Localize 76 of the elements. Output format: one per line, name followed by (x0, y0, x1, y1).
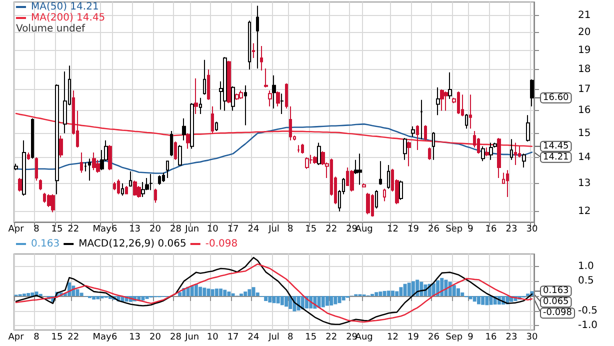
x-tick-label: 22 (326, 224, 338, 234)
x-tick-label: 23 (506, 224, 518, 234)
y-tick-label: 18 (578, 64, 591, 75)
x-tick-label: 13 (129, 224, 141, 234)
annotation: -0.098 (543, 308, 572, 318)
x-tick-label: 20 (150, 332, 162, 342)
x-tick-label: 6 (111, 332, 118, 342)
x-tick-label: 6 (111, 224, 118, 234)
x-tick-label: 28 (170, 224, 182, 234)
x-tick-label: 28 (170, 332, 182, 342)
x-tick-label: Sep (446, 332, 463, 342)
x-tick-label: 15 (51, 332, 63, 342)
x-tick-label: Jul (268, 224, 280, 234)
x-tick-label: 8 (288, 224, 294, 234)
x-tick-label: 26 (428, 224, 440, 234)
x-tick-label: 16 (485, 224, 498, 234)
x-tick-label: 20 (150, 224, 162, 234)
x-tick-label: 13 (129, 332, 141, 342)
y-tick-label: 1.0 (578, 260, 594, 272)
x-tick-label: 24 (248, 332, 260, 342)
y-tick-label: -1.0 (578, 320, 598, 332)
x-tick-label: 19 (407, 224, 420, 234)
legend-label: 0.163 (31, 238, 60, 250)
y-tick-label: 21 (578, 10, 591, 22)
annotation: 14.45 (543, 141, 569, 152)
legend-label: -0.098 (205, 238, 238, 250)
x-tick-label: 15 (305, 224, 317, 234)
x-tick-label: 8 (34, 332, 40, 342)
y-tick-label: -0.5 (578, 305, 598, 316)
x-tick-label: Jun (184, 224, 200, 234)
y-tick-label: 13 (578, 178, 591, 189)
x-tick-label: Jun (184, 332, 200, 342)
x-tick-label: 16 (485, 332, 498, 342)
y-tick-label: 16 (578, 105, 591, 116)
annotation: 0.065 (543, 297, 569, 308)
x-tick-label: 17 (227, 224, 239, 234)
y-tick-label: 19 (578, 45, 591, 56)
x-tick-label: Apr (8, 332, 24, 342)
legend-label: MACD(12,26,9) 0.065 (78, 238, 186, 250)
x-tick-label: 22 (68, 224, 80, 234)
x-tick-label: 9 (468, 332, 474, 342)
x-tick-label: 10 (206, 224, 219, 234)
x-tick-label: 12 (387, 332, 398, 342)
y-tick-label: 20 (578, 27, 591, 38)
annotation: Volume undef (16, 24, 86, 34)
y-tick-label: 12 (578, 206, 591, 217)
y-tick-label: 0.5 (578, 276, 594, 287)
x-tick-label: 19 (407, 332, 420, 342)
x-tick-label: 15 (51, 224, 63, 234)
annotation: 0.163 (543, 286, 569, 296)
x-tick-label: 23 (506, 332, 518, 342)
x-tick-label: 8 (288, 332, 294, 342)
y-tick-label: 17 (578, 84, 591, 95)
y-tick-label: 14 (578, 152, 591, 163)
annotation: 14.21 (543, 152, 569, 162)
y-tick-label: 15 (578, 128, 591, 139)
x-tick-label: 15 (305, 332, 317, 342)
x-tick-label: 30 (526, 224, 538, 234)
x-tick-label: May (92, 224, 112, 234)
x-tick-label: 26 (428, 332, 440, 342)
annotation: 16.60 (543, 92, 570, 103)
x-tick-label: 10 (206, 332, 219, 342)
x-tick-label: 30 (526, 332, 538, 342)
x-tick-label: 17 (227, 332, 239, 342)
x-tick-label: 22 (68, 332, 80, 342)
x-tick-label: May (92, 332, 112, 342)
x-tick-label: 22 (326, 332, 338, 342)
x-tick-label: Apr (8, 224, 24, 234)
x-tick-label: 24 (248, 224, 260, 234)
legend-label: MA(200) 14.45 (31, 12, 106, 24)
legend-label: MA(50) 14.21 (31, 2, 99, 12)
x-tick-label: 8 (34, 224, 40, 234)
x-tick-label: 9 (468, 224, 474, 234)
x-tick-label: Sep (446, 224, 463, 234)
x-tick-label: 12 (387, 224, 398, 234)
x-tick-label: Jul (268, 332, 280, 342)
